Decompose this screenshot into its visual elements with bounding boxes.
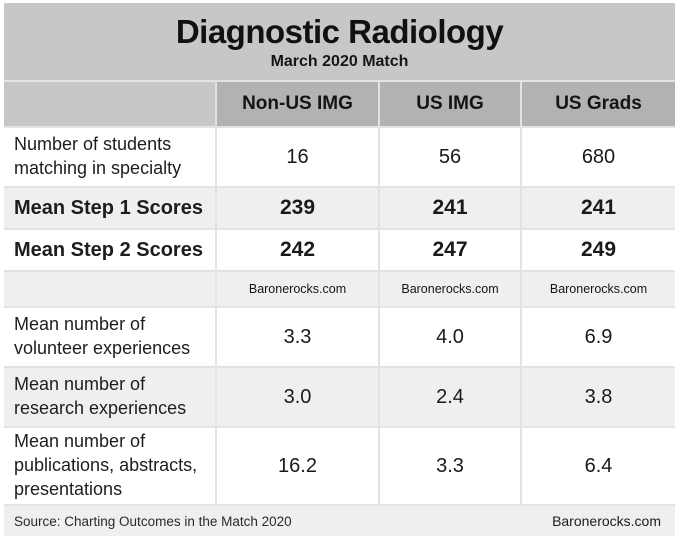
column-header-non-us-img: Non-US IMG xyxy=(217,82,378,126)
footer-row: Source: Charting Outcomes in the Match 2… xyxy=(4,506,675,536)
page-subtitle: March 2020 Match xyxy=(270,53,409,71)
title-band: Diagnostic Radiology March 2020 Match xyxy=(4,3,675,80)
value-cell: 6.9 xyxy=(522,308,675,366)
value-cell: 242 xyxy=(217,230,378,270)
value-cell: 4.0 xyxy=(380,308,520,366)
column-header-us-grads: US Grads xyxy=(522,82,675,126)
table-row-step1-scores: Mean Step 1 Scores 239 241 241 xyxy=(4,188,675,228)
value-cell: 3.8 xyxy=(522,368,675,426)
value-cell: 241 xyxy=(380,188,520,228)
watermark-text: Baronerocks.com xyxy=(217,272,378,306)
table-row-volunteer-experiences: Mean number of volunteer experiences 3.3… xyxy=(4,308,675,366)
value-cell: 3.3 xyxy=(217,308,378,366)
value-cell: 56 xyxy=(380,128,520,186)
value-cell: 16 xyxy=(217,128,378,186)
value-cell: 239 xyxy=(217,188,378,228)
corner-cell xyxy=(4,82,215,126)
value-cell: 16.2 xyxy=(217,428,378,504)
table-row-publications: Mean number of publications, abstracts, … xyxy=(4,428,675,504)
value-cell: 2.4 xyxy=(380,368,520,426)
value-cell: 241 xyxy=(522,188,675,228)
column-header-us-img: US IMG xyxy=(380,82,520,126)
value-cell: 6.4 xyxy=(522,428,675,504)
page-title: Diagnostic Radiology xyxy=(175,12,504,50)
table-row-students-matching: Number of students matching in specialty… xyxy=(4,128,675,186)
row-label: Mean number of volunteer experiences xyxy=(4,308,215,366)
match-table: Diagnostic Radiology March 2020 Match No… xyxy=(4,3,675,536)
value-cell: 680 xyxy=(522,128,675,186)
row-label: Mean Step 2 Scores xyxy=(4,230,215,270)
watermark-text: Baronerocks.com xyxy=(522,272,675,306)
row-label xyxy=(4,272,215,306)
value-cell: 249 xyxy=(522,230,675,270)
value-cell: 3.0 xyxy=(217,368,378,426)
table-row-research-experiences: Mean number of research experiences 3.0 … xyxy=(4,368,675,426)
value-cell: 247 xyxy=(380,230,520,270)
table-row-watermark: Baronerocks.com Baronerocks.com Baronero… xyxy=(4,272,675,306)
row-label: Mean number of research experiences xyxy=(4,368,215,426)
source-citation: Source: Charting Outcomes in the Match 2… xyxy=(14,513,292,529)
row-label: Mean Step 1 Scores xyxy=(4,188,215,228)
table-row-step2-scores: Mean Step 2 Scores 242 247 249 xyxy=(4,230,675,270)
value-cell: 3.3 xyxy=(380,428,520,504)
table-header-row: Non-US IMG US IMG US Grads xyxy=(4,82,675,126)
row-label: Number of students matching in specialty xyxy=(4,128,215,186)
site-branding: Baronerocks.com xyxy=(552,513,661,529)
watermark-text: Baronerocks.com xyxy=(380,272,520,306)
row-label: Mean number of publications, abstracts, … xyxy=(4,428,215,504)
